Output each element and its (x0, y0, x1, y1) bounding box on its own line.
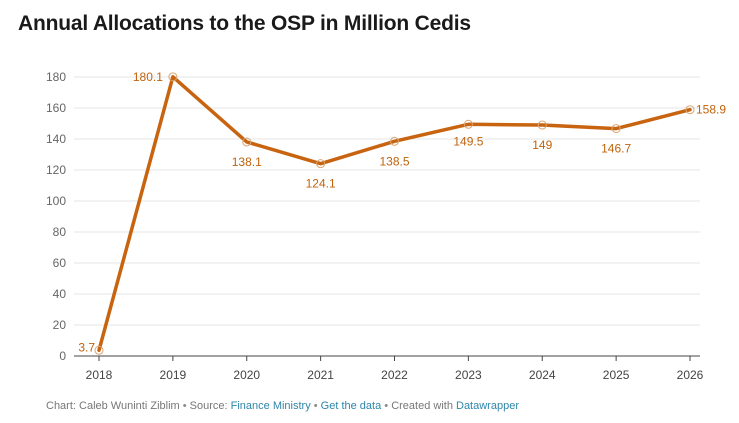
source-link[interactable]: Finance Ministry (230, 400, 311, 412)
y-tick-label: 100 (46, 194, 66, 208)
y-tick-label: 40 (53, 287, 67, 301)
x-tick-label: 2025 (603, 368, 630, 382)
x-tick-label: 2023 (455, 368, 482, 382)
y-tick-label: 180 (46, 70, 66, 84)
chart-credit: Chart: Caleb Wuninti Ziblim (46, 400, 180, 412)
series-line (97, 75, 692, 353)
x-tick-label: 2020 (233, 368, 260, 382)
data-point (611, 124, 621, 134)
source-prefix: Source: (189, 400, 231, 412)
y-tick-label: 120 (46, 163, 66, 177)
y-tick-label: 0 (59, 349, 66, 363)
x-tick-label: 2026 (677, 368, 704, 382)
x-tick-label: 2022 (381, 368, 408, 382)
data-label: 149 (532, 138, 552, 152)
data-point (242, 137, 252, 147)
data-label: 138.1 (232, 155, 262, 169)
data-label: 138.5 (379, 154, 409, 168)
data-point (316, 159, 326, 169)
footer-separator: • (310, 400, 321, 412)
chart-title: Annual Allocations to the OSP in Million… (18, 12, 471, 35)
data-point (390, 136, 399, 146)
data-point (94, 345, 104, 355)
data-label: 124.1 (306, 177, 336, 191)
data-point (685, 105, 695, 115)
chart-footer: Chart: Caleb Wuninti Ziblim • Source: Fi… (46, 400, 519, 412)
y-tick-label: 160 (46, 101, 66, 115)
data-point (537, 120, 547, 130)
data-point (463, 119, 473, 129)
y-tick-label: 20 (53, 318, 67, 332)
data-label: 146.7 (601, 142, 631, 156)
y-tick-label: 140 (46, 132, 66, 146)
data-point (168, 72, 178, 82)
footer-separator: • (179, 400, 190, 412)
data-label: 180.1 (133, 70, 163, 84)
created-with-text: Created with (391, 400, 456, 412)
y-tick-label: 60 (53, 256, 67, 270)
y-tick-label: 80 (53, 225, 67, 239)
x-tick-label: 2024 (529, 368, 556, 382)
x-tick-label: 2018 (86, 368, 113, 382)
get-data-link[interactable]: Get the data (320, 400, 382, 412)
footer-separator: • (381, 400, 392, 412)
data-label: 149.5 (453, 134, 483, 148)
x-tick-label: 2019 (160, 368, 187, 382)
data-label: 3.7 (78, 340, 95, 354)
data-label: 158.9 (696, 103, 726, 117)
line-chart: 0 20 40 60 80 100 120 140 160 180 2018 2019 2020 2021… (46, 70, 726, 382)
x-tick-label: 2021 (307, 368, 334, 382)
datawrapper-link[interactable]: Datawrapper (456, 400, 519, 412)
